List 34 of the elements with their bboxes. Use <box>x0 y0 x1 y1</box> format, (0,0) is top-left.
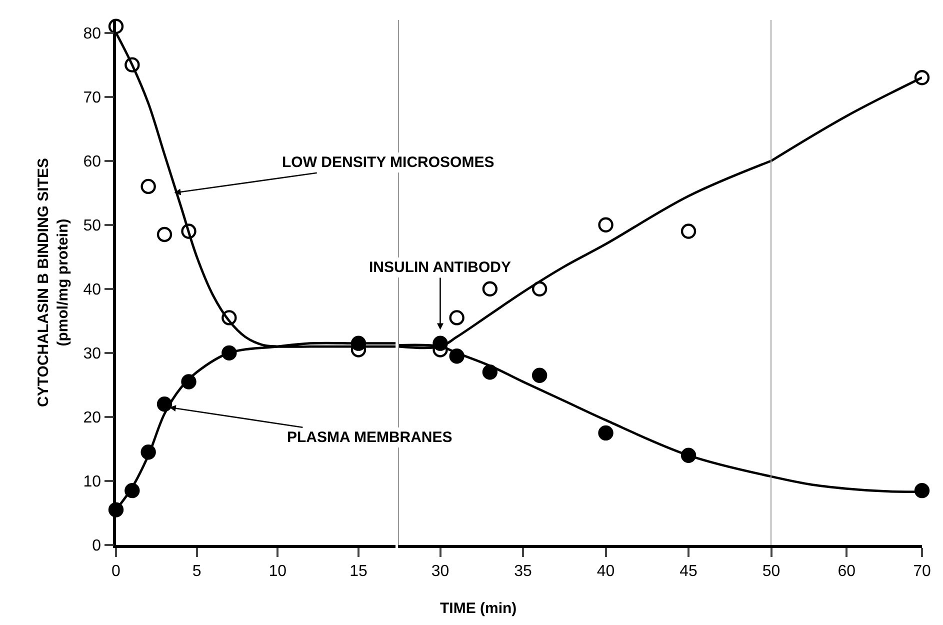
point <box>532 281 548 296</box>
y-tick-label: 10 <box>83 474 102 491</box>
point <box>598 217 614 232</box>
point <box>598 425 614 441</box>
y-tick-label: 80 <box>83 25 102 42</box>
y-tick-label: 40 <box>83 282 102 298</box>
x-tick-label: 40 <box>596 562 615 580</box>
y-tick-label: 50 <box>83 217 102 234</box>
annotation: PLASMA MEMBRANES <box>287 429 452 446</box>
x-tick-label: 30 <box>431 562 450 580</box>
x-tick-label: 35 <box>514 562 532 580</box>
y-tick-label: 0 <box>92 538 102 555</box>
y-axis-title: CYTOCHALASIN B BINDING SITES (pmol/mg protein) <box>35 158 72 407</box>
x-axis-title: TIME (min) <box>440 600 517 617</box>
point <box>140 178 156 194</box>
annotation: LOW DENSITY MICROSOMES <box>282 154 494 171</box>
point <box>156 226 172 242</box>
x-tick-label: 10 <box>268 562 287 580</box>
x-tick-label: 5 <box>192 562 202 580</box>
point <box>680 224 696 239</box>
x-tick-label: 15 <box>350 562 368 580</box>
x-tick-label: 0 <box>112 562 121 580</box>
x-tick-label: 70 <box>913 562 931 580</box>
x-tick-label: 45 <box>680 562 698 580</box>
y-tick-label: 60 <box>83 153 102 170</box>
y-tick-label: 30 <box>83 346 102 363</box>
point <box>482 281 498 296</box>
point <box>532 368 548 383</box>
annotation: INSULIN ANTIBODY <box>369 259 511 276</box>
x-tick-label: 50 <box>762 562 780 580</box>
point <box>449 310 464 326</box>
y-tick-label: 20 <box>83 410 102 427</box>
x-tick-label: 60 <box>838 562 856 580</box>
y-tick-label: 70 <box>83 89 102 106</box>
